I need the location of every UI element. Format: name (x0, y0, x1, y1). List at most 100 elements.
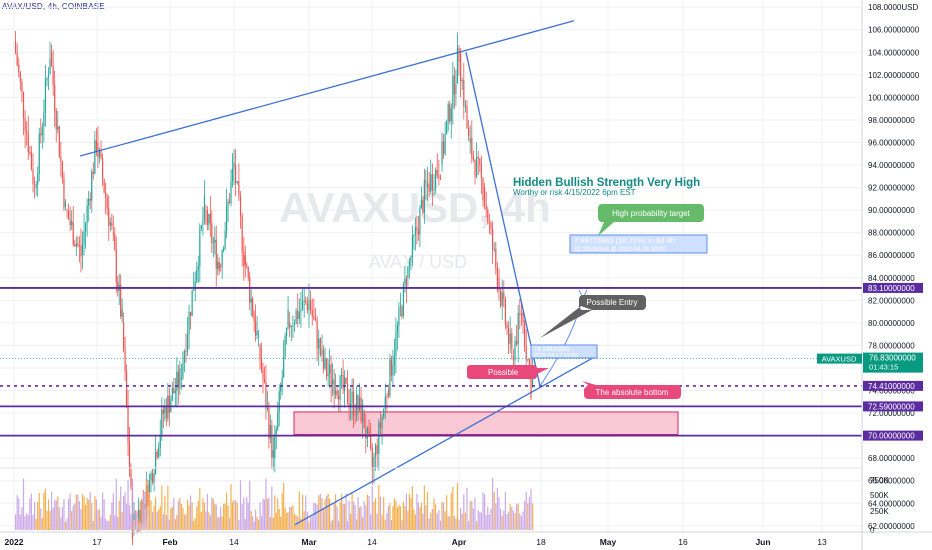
volume-bar (414, 514, 416, 530)
volume-bar (259, 502, 261, 530)
volume-bar (466, 487, 468, 530)
candle-body (206, 210, 208, 225)
volume-bar (84, 504, 87, 530)
volume-bar (265, 478, 267, 530)
volume-bar (50, 491, 53, 530)
volume-bar (266, 498, 269, 530)
volume-bar (449, 516, 451, 530)
candle-body (29, 152, 31, 154)
candle-body (495, 248, 497, 269)
candle-body (148, 480, 151, 492)
candle-body (16, 52, 18, 66)
candle-body (487, 210, 489, 223)
candle-body (289, 322, 291, 328)
candle-body (162, 409, 164, 415)
candle-body (308, 299, 310, 311)
candle-body (265, 381, 267, 409)
candle-body (383, 408, 385, 417)
volume-bar (293, 513, 296, 530)
candle-body (463, 79, 465, 107)
candle-body (490, 222, 492, 229)
entry-box-bg (530, 344, 598, 359)
descending-trendline (465, 52, 541, 387)
volume-bar (162, 514, 164, 530)
candles (14, 30, 534, 546)
volume-bar (290, 506, 292, 530)
volume-bar (148, 493, 151, 530)
volume-bar (91, 502, 93, 530)
volume-bar (333, 502, 335, 530)
x-tick-label: 14 (229, 537, 239, 547)
candle-body (255, 321, 257, 336)
volume-bar (208, 512, 210, 530)
candle-body (280, 386, 282, 392)
candle-body (393, 355, 396, 366)
volume-bar (111, 502, 113, 530)
candle-body (330, 364, 332, 385)
candle-body (208, 213, 210, 225)
volume-bar (41, 517, 43, 530)
volume-bar (330, 521, 332, 530)
candle-body (230, 181, 232, 203)
bottom-callout: The absolute bottom (582, 381, 681, 399)
candle-body (334, 390, 337, 395)
candle-body (115, 249, 117, 283)
candle-body (402, 283, 405, 317)
x-tick-label: May (600, 537, 617, 547)
y-tick-label: 90.00000000 (868, 206, 915, 215)
volume-bar (324, 499, 326, 530)
volume-bar (426, 492, 429, 530)
volume-bar (355, 519, 358, 530)
measure-text-date: 82.33586343 @ 2022-04-25 20:00 (574, 247, 666, 253)
candle-body (466, 105, 468, 128)
candle-body (370, 436, 372, 449)
volume-bar (463, 494, 465, 530)
candle-body (263, 378, 266, 382)
candle-body (342, 374, 344, 390)
volume-bar (327, 493, 329, 530)
volume-bar (170, 508, 172, 530)
candle-body (405, 278, 407, 289)
volume-bar (389, 503, 391, 530)
volume-bar (182, 508, 184, 530)
candle-body (177, 371, 179, 389)
volume-bar (227, 505, 229, 530)
candle-body (480, 164, 482, 178)
candle-body (91, 171, 93, 201)
volume-bar (81, 494, 84, 530)
candle-body (358, 397, 361, 411)
candle-body (284, 336, 286, 357)
candle-body (34, 183, 36, 185)
candle-body (84, 223, 87, 232)
volume-bar (351, 492, 353, 530)
volume-bar (47, 499, 50, 530)
entry-date-text: 2022-04-17 16:00 (534, 353, 577, 359)
volume-bar (474, 497, 476, 530)
candle-body (496, 268, 498, 290)
x-tick-label: 2022 (5, 537, 24, 547)
candle-body (199, 228, 201, 267)
candle-body (94, 140, 96, 174)
volume-bar (215, 504, 217, 530)
volume-bar (49, 510, 51, 530)
volume-bar (168, 519, 170, 530)
volume-bar (392, 506, 394, 530)
y-tick-label: 64.00000000 (868, 499, 915, 508)
candle-body (376, 445, 378, 454)
volume-bar (277, 498, 279, 530)
y-tick-label: 94.00000000 (868, 161, 915, 170)
candle-body (442, 141, 445, 154)
candle-body (343, 377, 346, 391)
candle-body (111, 222, 113, 226)
candle-body (233, 162, 235, 169)
candle-body (453, 75, 455, 95)
y-tick-label: 68.00000000 (868, 454, 915, 463)
candle-body (60, 156, 62, 162)
volume-bar (217, 517, 219, 530)
candle-body (128, 442, 131, 470)
volume-bar (155, 497, 157, 530)
volume-bar (202, 498, 204, 530)
candle-body (239, 196, 242, 217)
candle-body (227, 201, 229, 206)
